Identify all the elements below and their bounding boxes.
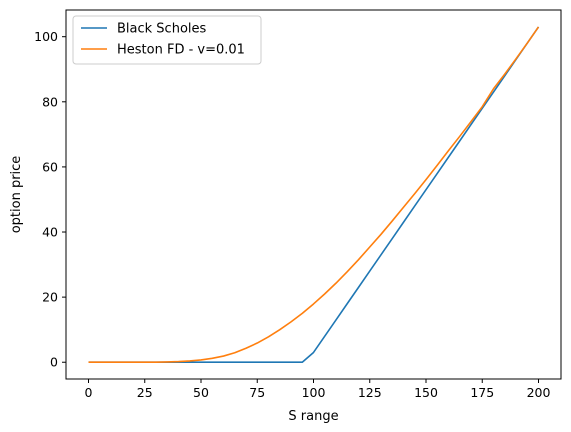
x-tick-label: 75 — [249, 385, 265, 400]
y-tick-label: 40 — [42, 225, 58, 240]
y-tick-label: 20 — [42, 290, 58, 305]
y-axis-label: option price — [9, 156, 24, 234]
plot-frame — [65, 9, 562, 380]
y-tick-label: 80 — [42, 94, 58, 109]
legend: Black Scholes Heston FD - v=0.01 — [72, 15, 262, 65]
x-tick-label: 175 — [470, 385, 494, 400]
series-layer — [88, 26, 540, 364]
x-axis-label: S range — [288, 409, 338, 424]
x-tick-label: 150 — [414, 385, 438, 400]
ticks-layer: 0 25 50 75 100 125 150 175 200 0 20 40 60 80 100 — [34, 29, 550, 400]
series-line-0 — [88, 26, 540, 364]
y-tick-label: 100 — [34, 29, 58, 44]
y-tick-label: 60 — [42, 159, 58, 174]
x-tick-label: 0 — [85, 385, 93, 400]
y-tick-label: 0 — [50, 355, 58, 370]
x-tick-label: 25 — [137, 385, 153, 400]
legend-box — [72, 15, 262, 65]
x-tick-label: 200 — [527, 385, 551, 400]
x-tick-label: 50 — [193, 385, 209, 400]
legend-entry-black-scholes: Black Scholes — [117, 22, 207, 37]
legend-entry-heston-fd: Heston FD - v=0.01 — [117, 43, 245, 58]
series-line-1 — [88, 26, 540, 364]
x-tick-label: 125 — [358, 385, 382, 400]
x-tick-label: 100 — [302, 385, 326, 400]
